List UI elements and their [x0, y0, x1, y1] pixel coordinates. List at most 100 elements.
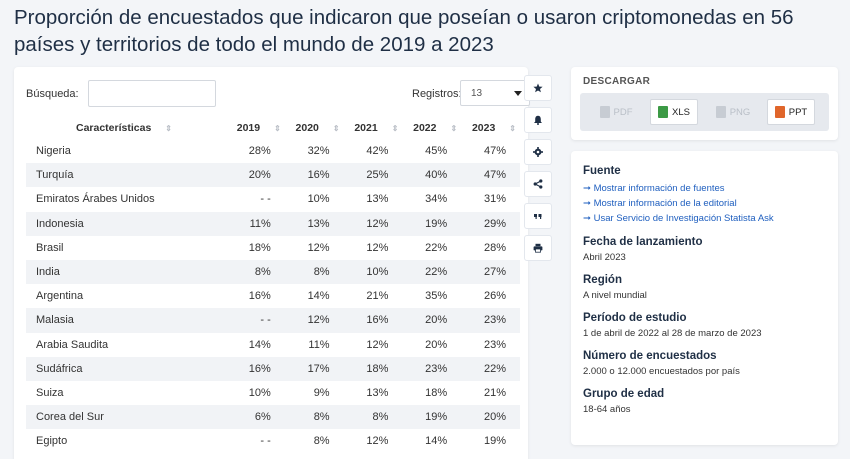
table-cell: 21% [483, 386, 506, 399]
column-header-label: 2019 [236, 122, 261, 134]
download-ppt-button[interactable]: PPT [767, 99, 815, 125]
table-row: Sudáfrica 16% 17% 18% 23% 22% [26, 356, 520, 381]
table-cell: 8% [343, 405, 403, 430]
table-cell: 28% [483, 241, 506, 254]
column-header-2020[interactable]: 2020 ⇕ [285, 117, 344, 139]
search-input[interactable] [88, 80, 216, 107]
sort-icon: ⇕ [274, 124, 281, 133]
download-card: DESCARGAR PDF XLS PNG PPT [571, 67, 838, 140]
table-cell: 10% [343, 259, 403, 285]
table-cell: 8% [284, 405, 344, 430]
table-cell: 11% [308, 338, 330, 351]
print-icon [533, 243, 543, 253]
quote-icon [534, 214, 542, 219]
column-header-label: 2020 [295, 122, 319, 134]
table-cell: 13% [366, 386, 389, 399]
table-cell: 12% [366, 241, 389, 254]
row-label: Malasia [26, 308, 226, 333]
column-header-label: 2023 [471, 122, 496, 134]
statistic-table-card: Búsqueda: Registros: 13 Características ⇕… [14, 67, 530, 459]
sort-icon: ⇕ [165, 124, 172, 133]
table-cell: 13% [284, 211, 344, 236]
table-row: Suiza 10% 9% 13% 18% 21% [26, 381, 520, 405]
cite-button[interactable] [524, 203, 552, 229]
table-cell: 19% [402, 211, 462, 236]
share-icon [533, 179, 543, 189]
download-pdf-button[interactable]: PDF [592, 99, 640, 125]
table-cell: 12% [284, 308, 344, 333]
table-cell: 40% [402, 163, 462, 188]
row-label: Egipto [36, 435, 68, 448]
table-cell: 19% [483, 435, 506, 448]
table-cell: 16% [248, 290, 271, 303]
table-cell: 10% [307, 193, 330, 206]
table-cell: 27% [461, 259, 520, 285]
star-icon [533, 83, 543, 93]
page-title: Proporción de encuestados que indicaron … [14, 6, 794, 56]
table-row: Indonesia 11% 13% 12% 19% 29% [26, 211, 520, 236]
download-title: DESCARGAR [583, 76, 651, 87]
table-cell: 8% [284, 259, 344, 285]
table-row: Argentina 16% 14% 21% 35% 26% [26, 284, 520, 308]
search-label: Búsqueda: [26, 88, 79, 100]
settings-button[interactable] [524, 139, 552, 165]
favorite-button[interactable] [524, 75, 552, 101]
source-heading: Fuente [583, 165, 621, 177]
respondents-value: 2.000 o 12.000 encuestados por país [583, 366, 740, 377]
show-source-link[interactable]: ➞ Mostrar información de fuentes [583, 183, 725, 194]
column-header-label: 2021 [354, 122, 378, 134]
table-cell: 26% [483, 290, 506, 303]
download-buttons: PDF XLS PNG PPT [580, 93, 829, 131]
table-row: India 8% 8% 10% 22% 27% [26, 259, 520, 285]
row-label: Arabia Saudita [36, 338, 109, 351]
column-header-2019[interactable]: 2019 ⇕ [226, 117, 285, 139]
sort-icon: ⇕ [509, 124, 516, 133]
records-select[interactable]: 13 [460, 80, 530, 106]
column-header-2023[interactable]: 2023 ⇕ [461, 117, 520, 139]
table-cell: - - [260, 435, 271, 448]
row-label: Emiratos Árabes Unidos [36, 193, 155, 206]
ppt-file-icon [774, 106, 785, 118]
share-button[interactable] [524, 171, 552, 197]
sort-icon: ⇕ [450, 124, 458, 133]
table-cell: 42% [366, 145, 389, 158]
column-header-characteristics[interactable]: Características ⇕ [26, 117, 226, 139]
source-info-card: Fuente ➞ Mostrar información de fuentes … [571, 151, 838, 445]
table-cell: 21% [366, 290, 389, 303]
table-row: Egipto - - 8% 12% 14% 19% [26, 429, 520, 453]
table-cell: 47% [483, 145, 506, 158]
release-date-value: Abril 2023 [583, 252, 626, 263]
download-xls-button[interactable]: XLS [650, 99, 698, 125]
ask-statista-link[interactable]: ➞ Usar Servicio de Investigación Statist… [583, 213, 774, 224]
row-label: Sudáfrica [26, 356, 226, 381]
table-cell: 19% [402, 405, 462, 430]
show-publisher-link[interactable]: ➞ Mostrar información de la editorial [583, 198, 737, 209]
table-cell: 29% [461, 211, 520, 236]
table-cell: 22% [425, 241, 448, 254]
notification-button[interactable] [524, 107, 552, 133]
column-header-2021[interactable]: 2021 ⇕ [344, 117, 403, 139]
table-cell: 8% [226, 259, 285, 285]
table-cell: 31% [483, 193, 506, 206]
column-header-label: 2022 [413, 122, 437, 134]
table-row: Turquía 20% 16% 25% 40% 47% [26, 163, 520, 188]
table-cell: 47% [461, 163, 520, 188]
table-cell: 16% [226, 356, 285, 381]
chevron-down-icon [514, 91, 522, 96]
release-date-heading: Fecha de lanzamiento [583, 236, 703, 248]
download-png-label: PNG [729, 106, 751, 118]
age-group-value: 18-64 años [583, 404, 631, 415]
sort-icon: ⇕ [332, 124, 340, 133]
table-cell: 12% [366, 435, 389, 448]
sort-icon: ⇕ [391, 124, 399, 133]
download-png-button[interactable]: PNG [709, 99, 757, 125]
row-label: Corea del Sur [26, 405, 226, 430]
table-cell: 20% [402, 308, 462, 333]
column-header-2022[interactable]: 2022 ⇕ [402, 117, 461, 139]
respondents-heading: Número de encuestados [583, 350, 717, 362]
table-cell: 12% [343, 211, 403, 236]
table-cell: 17% [284, 356, 344, 381]
table-cell: 14% [425, 435, 448, 448]
print-button[interactable] [524, 235, 552, 261]
